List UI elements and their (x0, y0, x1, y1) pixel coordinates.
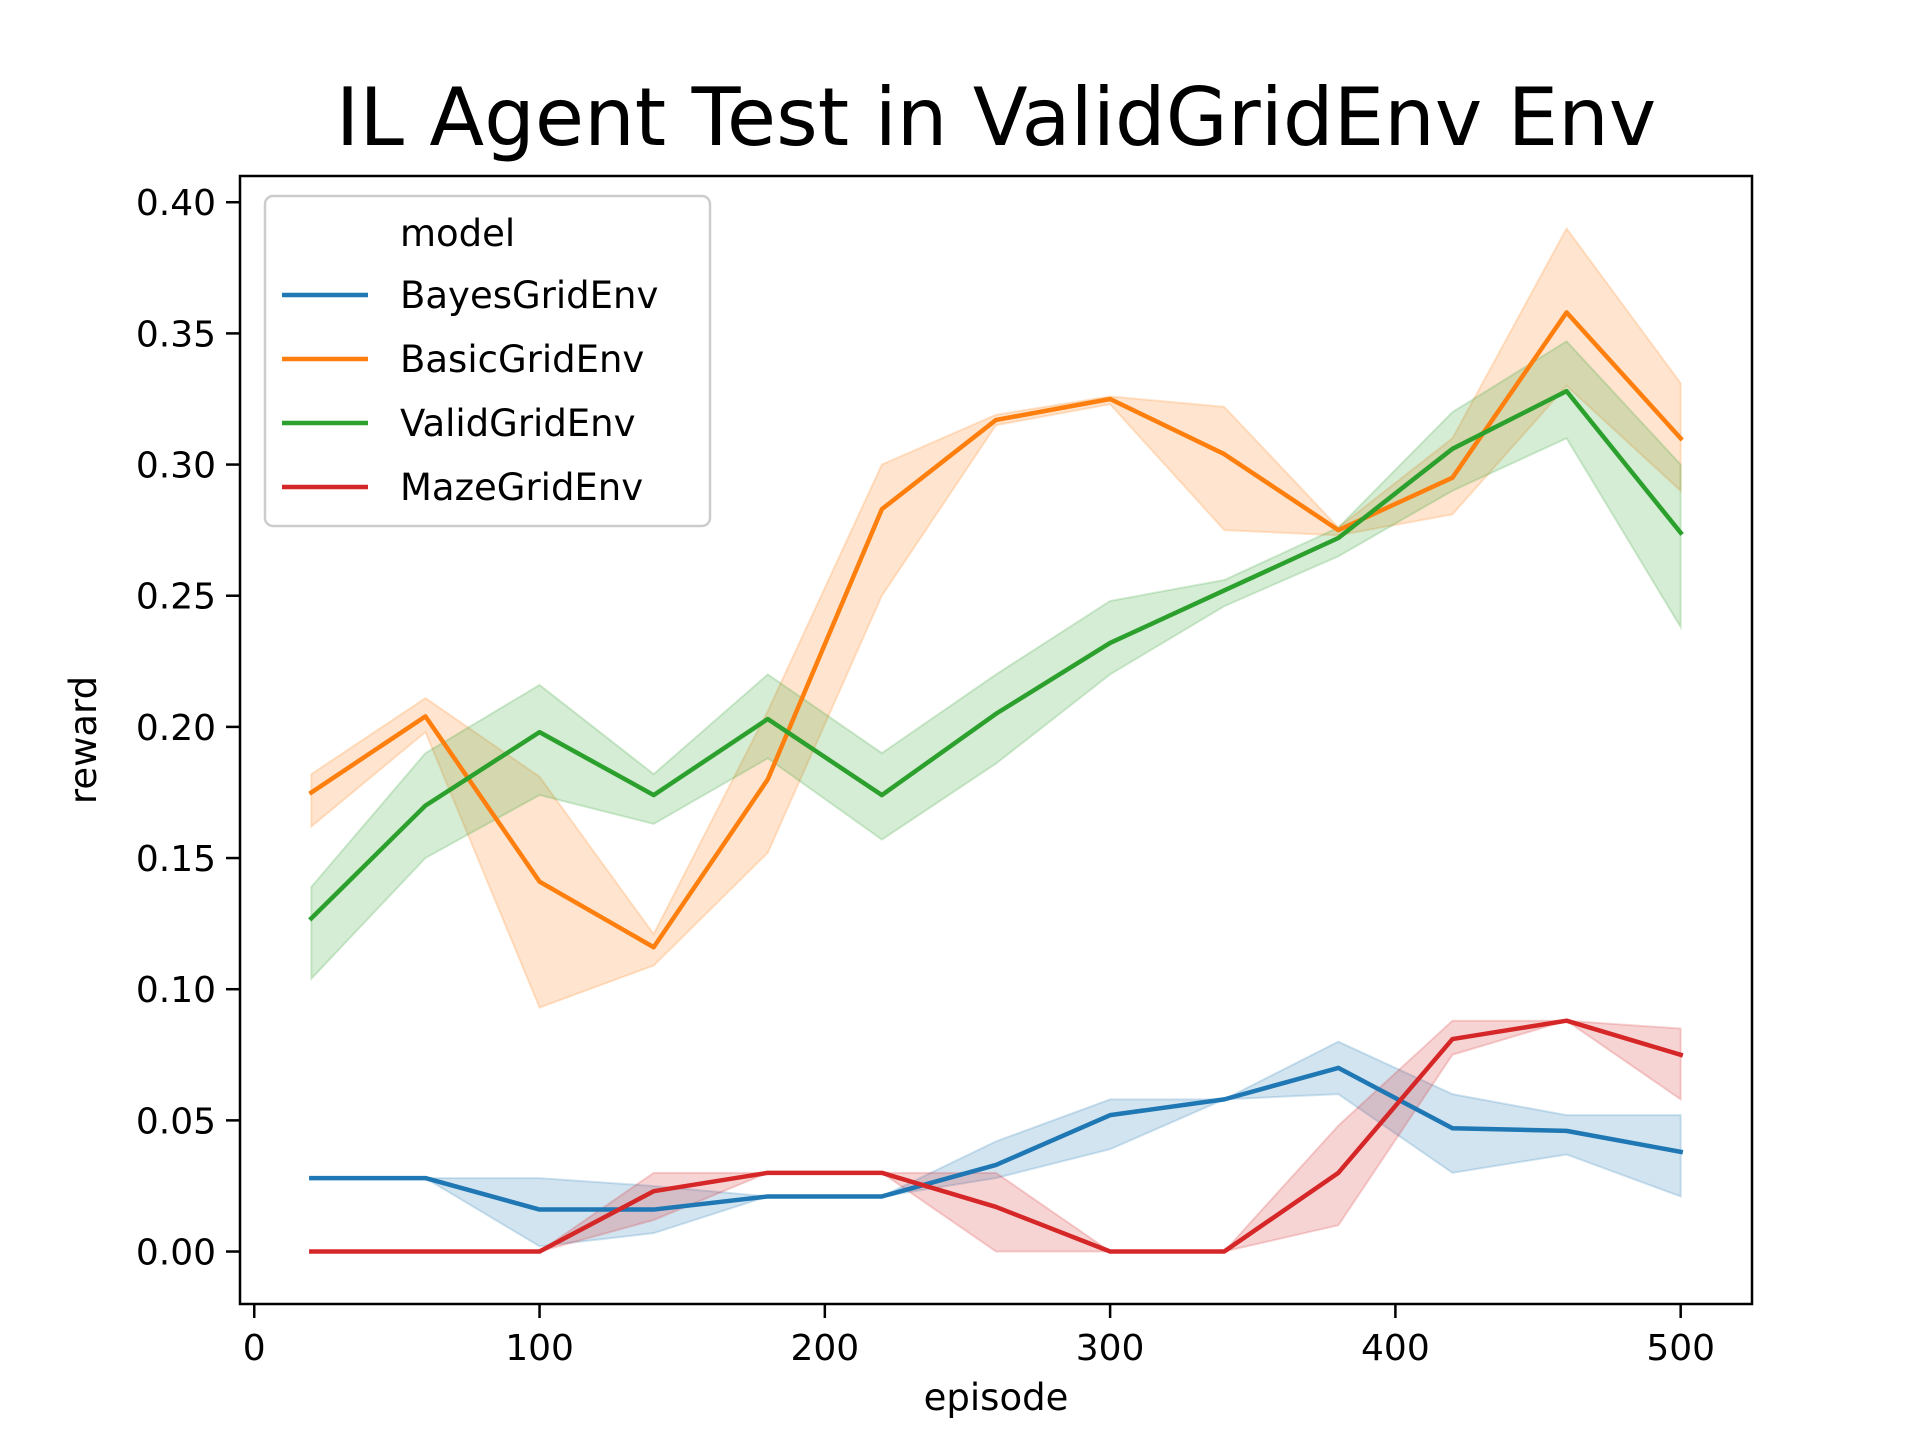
x-tick-label: 500 (1646, 1328, 1715, 1369)
y-tick-label: 0.40 (136, 183, 216, 224)
legend-title: model (400, 212, 515, 255)
legend-label-bayesgridenv: BayesGridEnv (400, 274, 658, 317)
line-validgridenv (308, 388, 1684, 922)
legend-items: BayesGridEnv BasicGridEnv ValidGridEnv Maze… (282, 274, 658, 509)
line-basicgridenv (308, 310, 1684, 950)
legend-label-basicgridenv: BasicGridEnv (400, 338, 644, 381)
line-bayesgridenv (309, 1065, 1684, 1212)
legend: model BayesGridEnv BasicGridEnv ValidGridE… (263, 194, 712, 528)
confidence-bands (310, 226, 1682, 1253)
x-tick-label: 100 (505, 1328, 574, 1369)
x-axis: 0 100 200 300 400 500 (243, 1304, 1715, 1369)
chart-title: IL Agent Test in ValidGridEnv Env (336, 71, 1656, 164)
x-tick-label: 400 (1361, 1328, 1430, 1369)
y-tick-label: 0.35 (136, 314, 216, 355)
y-tick-label: 0.25 (136, 577, 216, 618)
plot-frame (238, 174, 1754, 1306)
line-mazegridenv (309, 1018, 1684, 1254)
y-tick-label: 0.30 (136, 446, 216, 487)
y-axis: 0.00 0.05 0.10 0.15 0.20 0.25 0.30 0.35 0.40 (136, 183, 240, 1274)
x-tick-label: 0 (243, 1328, 266, 1369)
legend-label-validgridenv: ValidGridEnv (400, 402, 636, 445)
x-axis-label: episode (924, 1376, 1069, 1419)
y-tick-label: 0.20 (136, 708, 216, 749)
legend-label-mazegridenv: MazeGridEnv (400, 466, 643, 509)
legend-box (263, 194, 712, 528)
y-tick-label: 0.10 (136, 970, 216, 1011)
band-validgridenv (310, 339, 1682, 982)
y-axis-label: reward (62, 676, 105, 804)
band-basicgridenv (310, 226, 1682, 1009)
y-tick-label: 0.05 (136, 1101, 216, 1142)
y-tick-label: 0.00 (136, 1233, 216, 1274)
x-tick-label: 300 (1076, 1328, 1145, 1369)
series-lines (308, 310, 1684, 1254)
x-tick-label: 200 (790, 1328, 859, 1369)
y-tick-label: 0.15 (136, 839, 216, 880)
